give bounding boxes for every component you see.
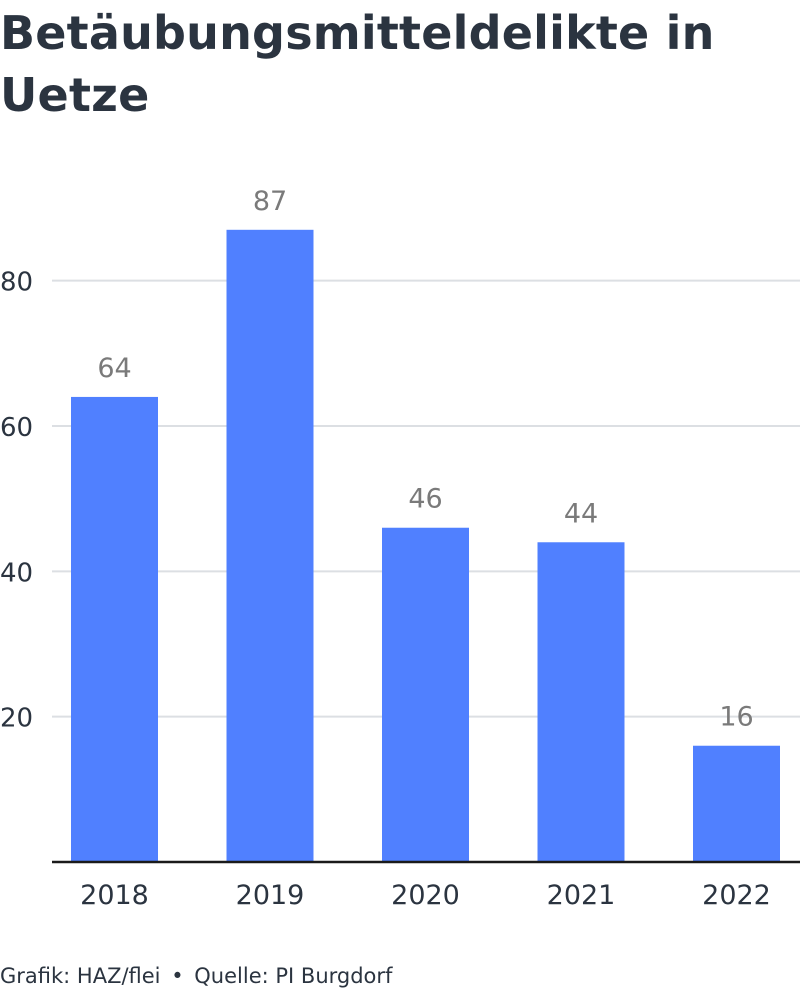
x-tick-label-2019: 2019: [236, 880, 305, 911]
value-label-2021: 44: [564, 498, 598, 529]
value-labels: 64 87 46 44 16: [97, 186, 753, 733]
x-tick-label-2022: 2022: [702, 880, 771, 911]
value-label-2022: 16: [719, 702, 753, 733]
bar-2022: [693, 745, 780, 862]
x-axis-tick-labels: 2018 2019 2020 2021 2022: [80, 880, 771, 911]
credit-text: Grafik: HAZ/flei: [0, 964, 161, 988]
y-tick-label: 40: [0, 558, 33, 588]
bar-2018: [71, 396, 158, 862]
x-tick-label-2018: 2018: [80, 880, 149, 911]
value-label-2019: 87: [253, 186, 287, 217]
chart-title: Betäubungsmitteldelikte in Uetze: [0, 6, 715, 122]
value-label-2020: 46: [408, 484, 442, 515]
bar-2020: [382, 527, 469, 862]
bars: [71, 229, 780, 863]
source-text: Quelle: PI Burgdorf: [194, 964, 393, 988]
footer: Grafik: HAZ/flei • Quelle: PI Burgdorf: [0, 964, 392, 988]
footer-separator: •: [171, 964, 184, 988]
x-tick-label-2021: 2021: [547, 880, 616, 911]
x-tick-label-2020: 2020: [391, 880, 460, 911]
value-label-2018: 64: [97, 353, 131, 384]
y-tick-label: 60: [0, 413, 33, 443]
y-tick-label: 80: [0, 268, 33, 298]
y-tick-label: 20: [0, 704, 33, 734]
bar-2019: [226, 229, 314, 863]
y-axis-tick-labels: 20 40 60 80: [0, 268, 33, 734]
bar-2021: [537, 542, 625, 862]
